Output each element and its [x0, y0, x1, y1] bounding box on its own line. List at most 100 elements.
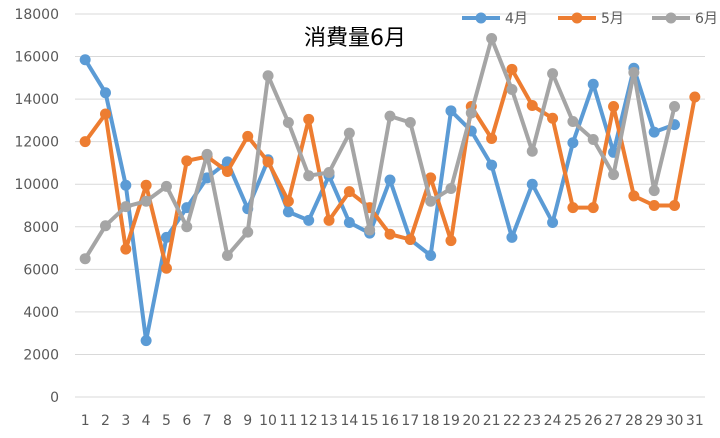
data-point — [567, 137, 579, 149]
x-tick-label: 5 — [162, 413, 171, 429]
data-point — [547, 68, 559, 80]
x-tick-label: 2 — [101, 413, 110, 429]
x-tick-label: 19 — [442, 413, 460, 429]
data-point — [303, 170, 315, 182]
data-point — [120, 201, 132, 213]
data-point — [425, 172, 437, 184]
legend-label: 5月 — [601, 11, 624, 27]
data-point — [221, 250, 233, 262]
x-tick-label: 31 — [686, 413, 704, 429]
data-point — [506, 84, 518, 96]
legend-item: 4月 — [462, 11, 528, 27]
data-point — [648, 200, 660, 211]
data-point — [506, 63, 518, 75]
data-point — [303, 214, 315, 226]
data-point — [79, 136, 91, 148]
data-point — [262, 70, 274, 82]
y-tick-label: 6000 — [23, 262, 59, 278]
data-point — [221, 165, 233, 177]
data-point — [486, 159, 498, 171]
data-point — [486, 32, 498, 44]
x-tick-label: 25 — [564, 413, 582, 429]
x-tick-label: 12 — [300, 413, 318, 429]
x-tick-label: 16 — [381, 413, 399, 429]
data-point — [404, 117, 416, 129]
y-tick-label: 0 — [50, 390, 59, 406]
data-point — [628, 190, 640, 202]
data-point — [669, 101, 681, 113]
x-tick-label: 10 — [259, 413, 277, 429]
data-point — [628, 67, 640, 79]
data-point — [425, 195, 437, 207]
data-point — [526, 145, 538, 157]
data-point — [181, 221, 193, 233]
x-tick-label: 24 — [544, 413, 562, 429]
legend-swatch-marker — [571, 12, 583, 24]
x-tick-label: 17 — [401, 413, 419, 429]
x-tick-label: 8 — [223, 413, 232, 429]
y-tick-label: 16000 — [14, 50, 59, 66]
data-point — [587, 78, 599, 90]
data-point — [99, 87, 111, 99]
data-point — [526, 178, 538, 190]
gridlines — [75, 13, 705, 398]
data-point — [547, 217, 559, 229]
data-point — [323, 167, 335, 179]
legend-item: 5月 — [558, 11, 624, 27]
y-tick-label: 18000 — [14, 7, 59, 23]
data-point — [567, 115, 579, 127]
data-point — [242, 130, 254, 142]
x-tick-label: 6 — [182, 413, 191, 429]
data-point — [79, 54, 91, 66]
data-point — [160, 262, 172, 274]
y-tick-label: 12000 — [14, 135, 59, 151]
series-1 — [79, 54, 681, 347]
x-tick-label: 11 — [279, 413, 297, 429]
data-point — [343, 186, 355, 198]
legend-swatch-marker — [665, 12, 677, 24]
data-point — [587, 202, 599, 214]
data-point — [445, 235, 457, 247]
data-point — [404, 234, 416, 246]
data-point — [242, 226, 254, 238]
legend-item: 6月 — [652, 11, 718, 27]
x-tick-label: 9 — [243, 413, 252, 429]
data-point — [364, 224, 376, 236]
legend-swatch-marker — [475, 12, 487, 24]
data-point — [587, 134, 599, 146]
data-point — [608, 169, 620, 181]
y-tick-label: 14000 — [14, 92, 59, 108]
data-point — [140, 195, 152, 207]
legend-label: 4月 — [505, 11, 528, 27]
x-tick-label: 14 — [340, 413, 358, 429]
data-point — [201, 148, 213, 160]
data-point — [282, 206, 294, 218]
data-point — [648, 185, 660, 197]
data-point — [120, 179, 132, 191]
x-tick-label: 27 — [605, 413, 623, 429]
x-tick-label: 15 — [361, 413, 379, 429]
data-point — [608, 101, 620, 113]
y-tick-label: 10000 — [14, 177, 59, 193]
data-point — [465, 107, 477, 119]
data-point — [160, 180, 172, 192]
chart-title: 消費量6月 — [304, 26, 406, 51]
data-point — [343, 217, 355, 229]
x-tick-label: 1 — [81, 413, 90, 429]
data-point — [323, 214, 335, 226]
x-tick-label: 26 — [584, 413, 602, 429]
x-tick-label: 21 — [483, 413, 501, 429]
x-tick-label: 13 — [320, 413, 338, 429]
data-point — [140, 335, 152, 347]
data-point — [120, 243, 132, 255]
series-line — [83, 57, 677, 343]
x-tick-label: 30 — [666, 413, 684, 429]
data-point — [384, 110, 396, 122]
data-point — [262, 156, 274, 168]
data-point — [384, 228, 396, 240]
data-point — [384, 174, 396, 186]
series-3 — [79, 32, 681, 265]
y-tick-label: 2000 — [23, 347, 59, 363]
